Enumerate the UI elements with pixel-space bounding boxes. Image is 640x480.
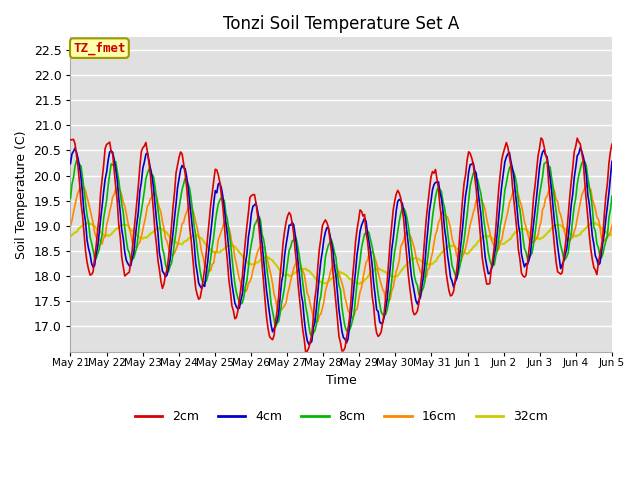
Legend: 2cm, 4cm, 8cm, 16cm, 32cm: 2cm, 4cm, 8cm, 16cm, 32cm <box>129 405 553 428</box>
X-axis label: Time: Time <box>326 374 356 387</box>
Text: TZ_fmet: TZ_fmet <box>73 41 125 55</box>
Y-axis label: Soil Temperature (C): Soil Temperature (C) <box>15 130 28 259</box>
Title: Tonzi Soil Temperature Set A: Tonzi Soil Temperature Set A <box>223 15 460 33</box>
